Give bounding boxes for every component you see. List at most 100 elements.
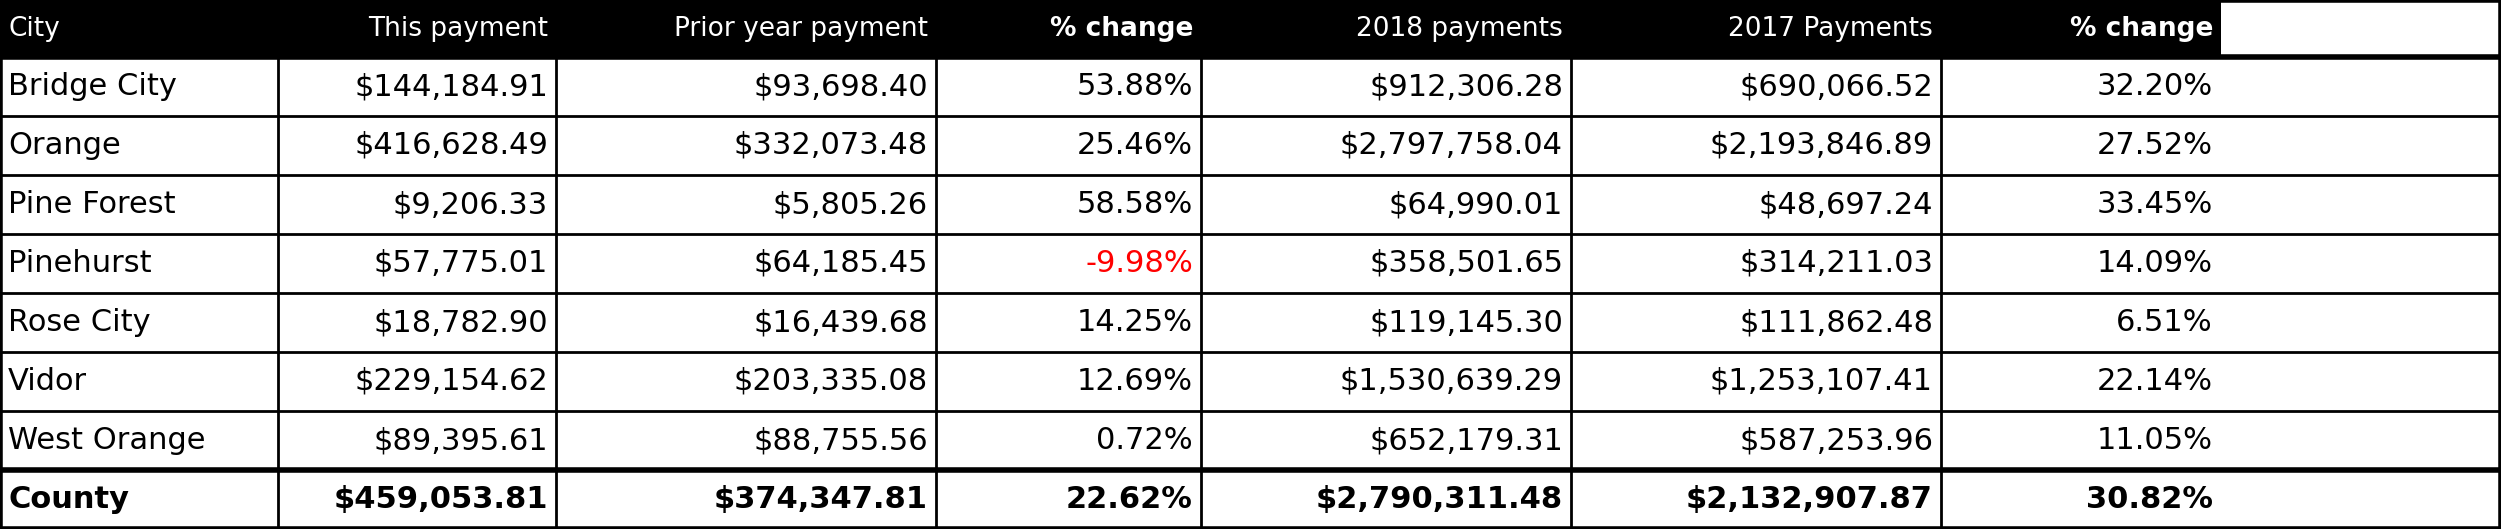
Bar (1571, 352, 1941, 411)
Text: $314,211.03: $314,211.03 (1738, 249, 1933, 278)
Text: 32.20%: 32.20% (2096, 72, 2213, 101)
Text: 0.72%: 0.72% (1095, 426, 1193, 455)
Bar (555, 175, 935, 234)
Text: This payment: This payment (368, 15, 548, 41)
Bar (278, 470, 555, 529)
Text: $358,501.65: $358,501.65 (1368, 249, 1563, 278)
Bar (278, 352, 555, 411)
Bar (1941, 411, 2221, 470)
Text: Pinehurst: Pinehurst (8, 249, 153, 278)
Bar (1200, 411, 1571, 470)
Text: $459,053.81: $459,053.81 (333, 485, 548, 514)
Text: $587,253.96: $587,253.96 (1738, 426, 1933, 455)
Bar (1941, 293, 2221, 352)
Text: $111,862.48: $111,862.48 (1738, 308, 1933, 337)
Text: $144,184.91: $144,184.91 (355, 72, 548, 101)
Bar (1571, 57, 1941, 116)
Bar (278, 234, 555, 293)
Text: Bridge City: Bridge City (8, 72, 178, 101)
Text: 25.46%: 25.46% (1078, 131, 1193, 160)
Bar (0, 175, 278, 234)
Bar (0, 411, 278, 470)
Bar (278, 293, 555, 352)
Bar (1941, 234, 2221, 293)
Bar (935, 116, 1200, 175)
Bar (1941, 116, 2221, 175)
Bar (1941, 0, 2221, 57)
Bar (1571, 116, 1941, 175)
Text: Vidor: Vidor (8, 367, 88, 396)
Text: 53.88%: 53.88% (1075, 72, 1193, 101)
Bar (1571, 234, 1941, 293)
Bar (555, 0, 935, 57)
Bar (0, 57, 278, 116)
Bar (0, 470, 278, 529)
Bar (1941, 57, 2221, 116)
Text: $2,797,758.04: $2,797,758.04 (1341, 131, 1563, 160)
Text: $1,253,107.41: $1,253,107.41 (1711, 367, 1933, 396)
Bar (1200, 470, 1571, 529)
Text: $374,347.81: $374,347.81 (713, 485, 928, 514)
Bar (935, 234, 1200, 293)
Text: % change: % change (2071, 15, 2213, 41)
Bar (1571, 175, 1941, 234)
Bar (935, 0, 1200, 57)
Bar (1200, 175, 1571, 234)
Bar (1571, 411, 1941, 470)
Bar (1200, 234, 1571, 293)
Text: County: County (8, 485, 130, 514)
Bar (1941, 352, 2221, 411)
Text: $203,335.08: $203,335.08 (733, 367, 928, 396)
Bar (1200, 116, 1571, 175)
Text: $88,755.56: $88,755.56 (753, 426, 928, 455)
Bar (555, 57, 935, 116)
Bar (555, 411, 935, 470)
Text: $89,395.61: $89,395.61 (373, 426, 548, 455)
Text: Rose City: Rose City (8, 308, 150, 337)
Text: $93,698.40: $93,698.40 (753, 72, 928, 101)
Text: $2,132,907.87: $2,132,907.87 (1686, 485, 1933, 514)
Text: $9,206.33: $9,206.33 (393, 190, 548, 219)
Text: $912,306.28: $912,306.28 (1368, 72, 1563, 101)
Text: $690,066.52: $690,066.52 (1738, 72, 1933, 101)
Bar (935, 470, 1200, 529)
Bar (278, 57, 555, 116)
Text: Prior year payment: Prior year payment (673, 15, 928, 41)
Text: $64,990.01: $64,990.01 (1388, 190, 1563, 219)
Bar (0, 116, 278, 175)
Text: $18,782.90: $18,782.90 (373, 308, 548, 337)
Bar (935, 411, 1200, 470)
Bar (278, 411, 555, 470)
Text: 27.52%: 27.52% (2096, 131, 2213, 160)
Text: 6.51%: 6.51% (2116, 308, 2213, 337)
Text: $416,628.49: $416,628.49 (355, 131, 548, 160)
Text: City: City (8, 15, 60, 41)
Bar (935, 57, 1200, 116)
Bar (1941, 175, 2221, 234)
Text: 14.25%: 14.25% (1078, 308, 1193, 337)
Bar (555, 293, 935, 352)
Text: 58.58%: 58.58% (1078, 190, 1193, 219)
Bar (555, 352, 935, 411)
Bar (1941, 470, 2221, 529)
Text: 12.69%: 12.69% (1078, 367, 1193, 396)
Bar (1200, 57, 1571, 116)
Bar (1200, 352, 1571, 411)
Bar (278, 175, 555, 234)
Bar (935, 175, 1200, 234)
Text: 33.45%: 33.45% (2096, 190, 2213, 219)
Text: $16,439.68: $16,439.68 (753, 308, 928, 337)
Bar (1200, 0, 1571, 57)
Bar (0, 293, 278, 352)
Bar (1200, 293, 1571, 352)
Bar (0, 352, 278, 411)
Text: $229,154.62: $229,154.62 (355, 367, 548, 396)
Text: 2017 Payments: 2017 Payments (1728, 15, 1933, 41)
Text: 30.82%: 30.82% (2086, 485, 2213, 514)
Text: $5,805.26: $5,805.26 (773, 190, 928, 219)
Text: Pine Forest: Pine Forest (8, 190, 175, 219)
Bar (278, 116, 555, 175)
Text: West Orange: West Orange (8, 426, 205, 455)
Bar (1571, 0, 1941, 57)
Text: -9.98%: -9.98% (1085, 249, 1193, 278)
